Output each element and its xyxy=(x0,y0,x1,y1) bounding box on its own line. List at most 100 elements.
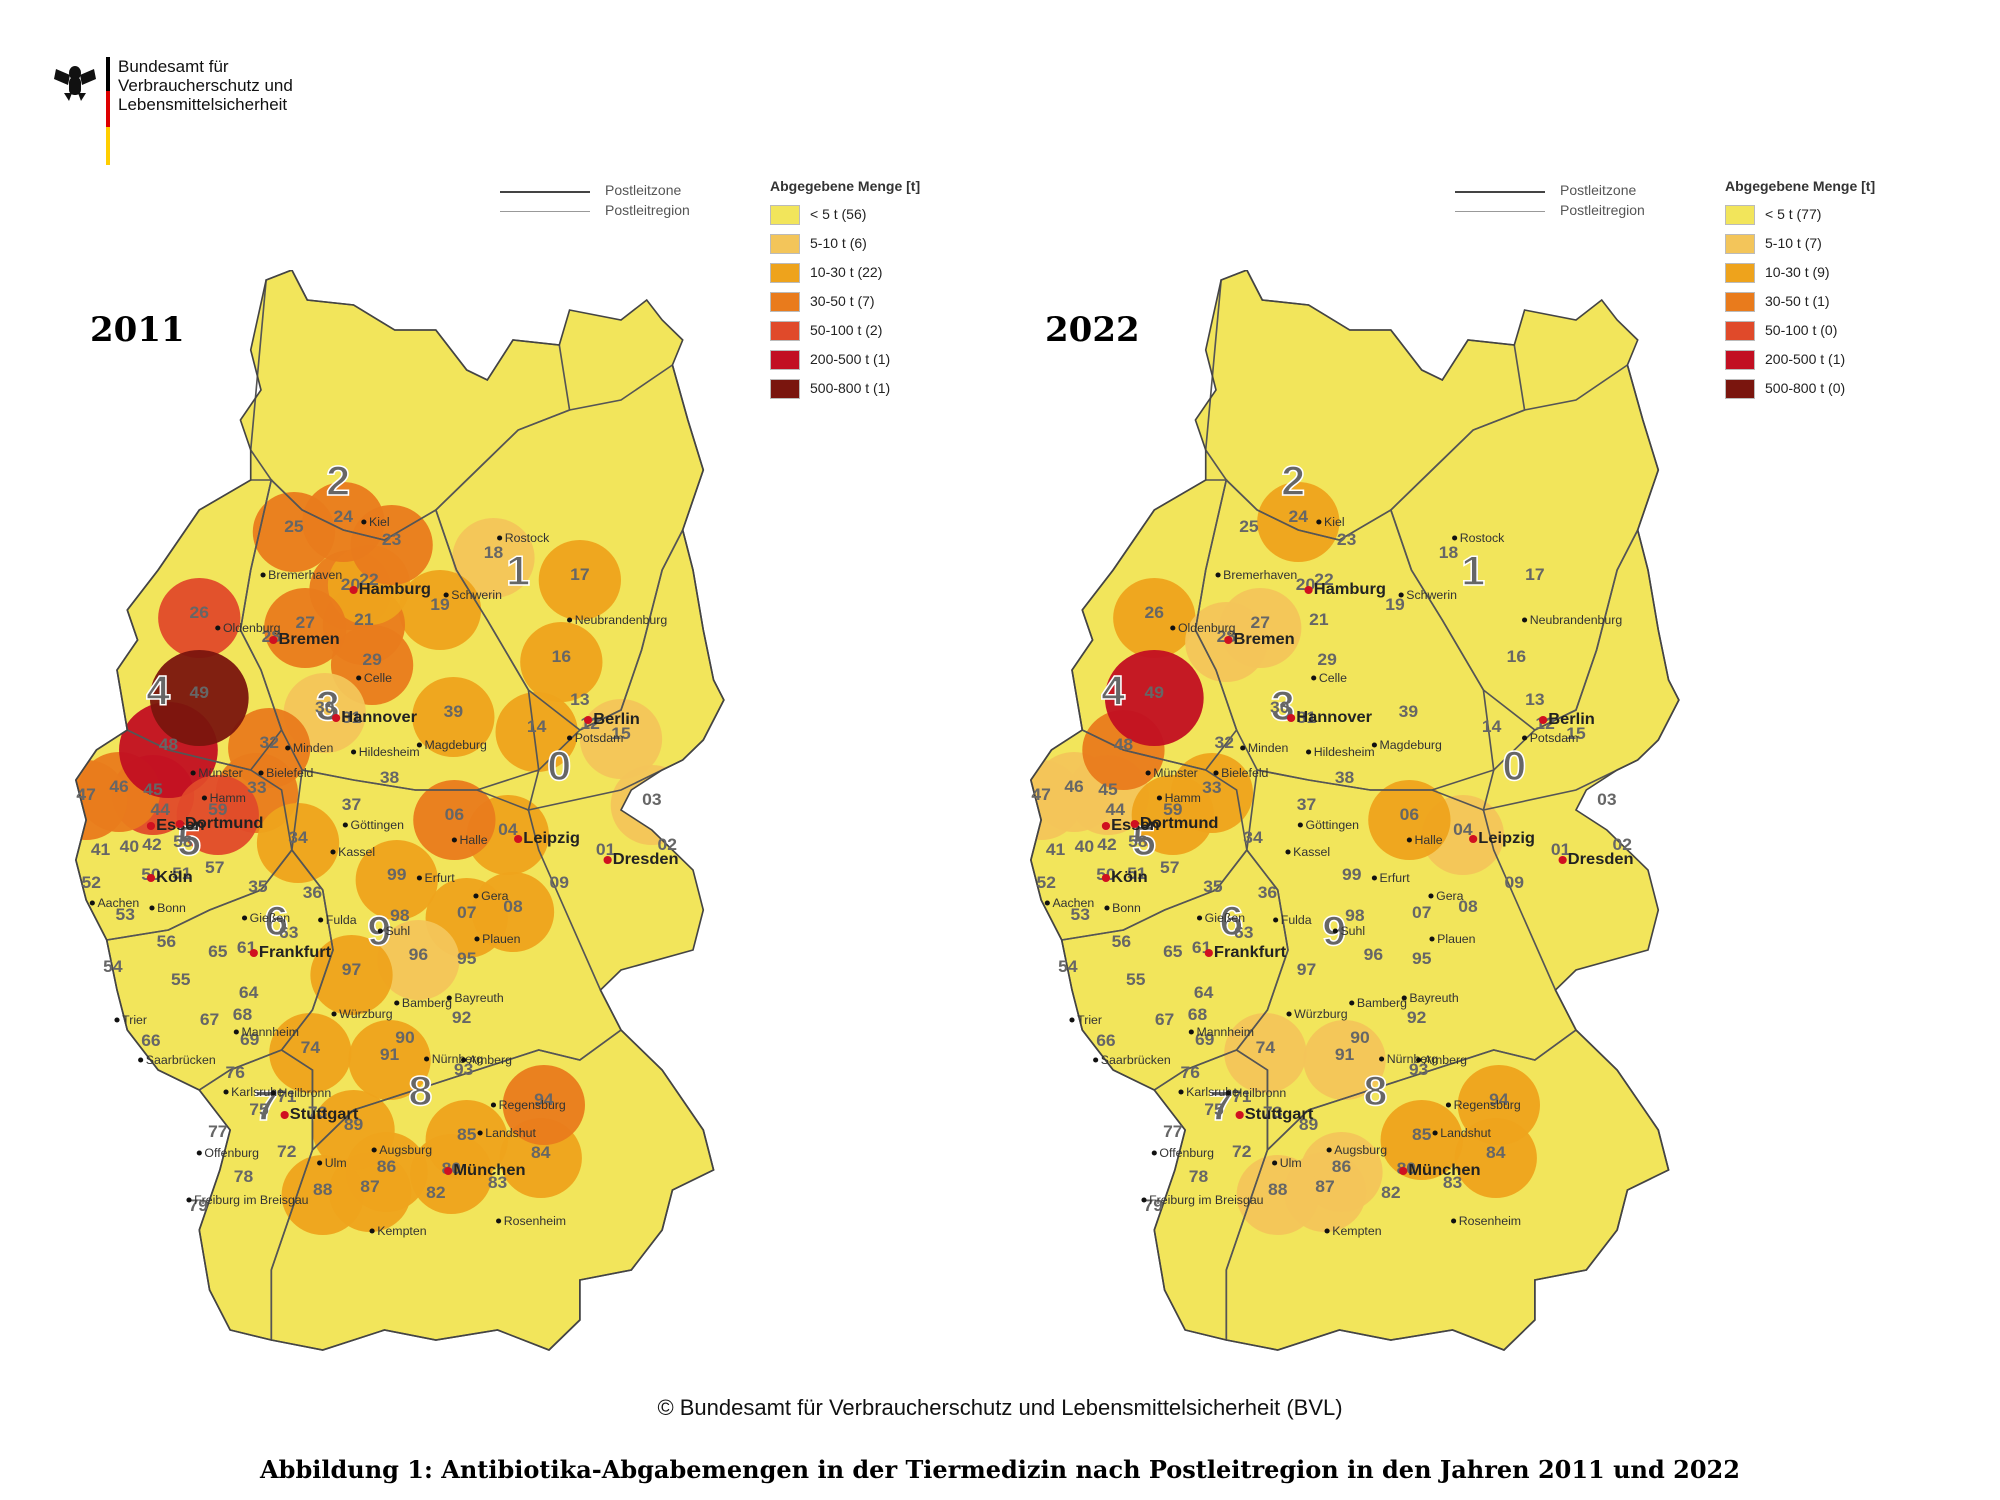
city-label: Kiel xyxy=(369,515,390,529)
zone-number: 7 xyxy=(1209,1083,1233,1130)
zone-number: 4 xyxy=(1101,668,1125,715)
legend-swatch xyxy=(1725,350,1755,370)
region-number: 27 xyxy=(1251,612,1270,632)
zone-number: 2 xyxy=(1281,458,1305,505)
region-number: 91 xyxy=(380,1044,400,1064)
region-number: 46 xyxy=(1064,776,1083,796)
region-number: 57 xyxy=(205,857,224,877)
region-number: 88 xyxy=(1268,1179,1288,1199)
city-marker xyxy=(249,949,258,957)
region-number: 89 xyxy=(1299,1114,1318,1134)
region-number: 44 xyxy=(1105,799,1125,819)
legend-swatch xyxy=(770,263,800,283)
city-marker xyxy=(1558,856,1567,864)
city-label: Münster xyxy=(1153,766,1198,780)
region-number: 35 xyxy=(1203,876,1223,896)
region-number: 51 xyxy=(172,863,192,883)
city-label: Würzburg xyxy=(339,1007,392,1021)
city-marker xyxy=(477,1130,483,1136)
region-area xyxy=(1257,482,1340,562)
region-area xyxy=(452,518,535,598)
city-marker xyxy=(1324,1228,1330,1234)
legend-item: 500-800 t (0) xyxy=(1725,378,1955,407)
region-number: 40 xyxy=(1075,836,1094,856)
city-marker xyxy=(1225,1090,1231,1096)
city-label: Landshut xyxy=(485,1126,536,1140)
region-number: 01 xyxy=(596,839,616,859)
legend-item: 5-10 t (7) xyxy=(1725,233,1955,262)
region-number: 67 xyxy=(1155,1009,1174,1029)
legend-swatch xyxy=(770,321,800,341)
city-marker xyxy=(233,1029,239,1035)
agency-line: Bundesamt für xyxy=(118,57,229,76)
city-marker xyxy=(1151,1150,1157,1156)
city-marker xyxy=(241,915,248,921)
city-label: Fulda xyxy=(1281,913,1312,927)
legend-item: 10-30 t (9) xyxy=(1725,262,1955,291)
region-area xyxy=(1457,1065,1540,1145)
city-label: Erfurt xyxy=(1380,871,1411,885)
city-marker xyxy=(1349,1000,1355,1006)
legend-title: Abgegebene Menge [t] xyxy=(770,178,921,194)
city-marker xyxy=(356,675,362,681)
city-label: München xyxy=(1408,1161,1480,1179)
city-label: Minden xyxy=(1248,741,1288,755)
city-label: Kassel xyxy=(338,845,375,859)
city-marker xyxy=(514,835,523,843)
region-number: 38 xyxy=(1335,767,1355,787)
city-marker xyxy=(1304,586,1313,594)
zone-line-swatch xyxy=(1455,191,1545,193)
city-label: Potsdam xyxy=(1530,731,1579,745)
region-number: 74 xyxy=(301,1037,321,1057)
region-number: 85 xyxy=(457,1124,477,1144)
region-area xyxy=(1303,1020,1386,1100)
zone-number: 8 xyxy=(408,1068,432,1115)
legend-swatch xyxy=(1725,263,1755,283)
region-number: 97 xyxy=(1297,959,1316,979)
city-label: Köln xyxy=(156,868,193,886)
city-marker xyxy=(446,995,452,1001)
city-marker xyxy=(1332,928,1338,934)
region-number: 78 xyxy=(1189,1166,1209,1186)
region-number: 14 xyxy=(1482,716,1502,736)
city-label: Dortmund xyxy=(1140,814,1219,832)
region-number: 44 xyxy=(150,799,170,819)
region-number: 07 xyxy=(457,902,476,922)
city-label: Minden xyxy=(293,741,333,755)
city-label: Trier xyxy=(1077,1013,1102,1027)
city-marker xyxy=(186,1197,192,1203)
region-line-swatch xyxy=(1455,211,1545,212)
region-number: 89 xyxy=(344,1114,363,1134)
region-number: 84 xyxy=(531,1142,551,1162)
region-number: 36 xyxy=(303,882,322,902)
city-marker xyxy=(114,1017,120,1023)
key-row-zone: Postleitzone xyxy=(1455,182,1665,202)
zone-number: 8 xyxy=(1363,1068,1387,1115)
city-marker xyxy=(260,572,266,578)
city-marker xyxy=(1432,1130,1438,1136)
agency-name: Bundesamt für Verbraucherschutz und Lebe… xyxy=(118,57,293,114)
region-number: 26 xyxy=(190,602,209,622)
region-number: 22 xyxy=(1314,569,1333,589)
legend-label: 200-500 t (1) xyxy=(810,351,891,367)
city-label: Plauen xyxy=(1437,932,1475,946)
region-area xyxy=(269,1013,352,1093)
region-number: 75 xyxy=(1204,1099,1224,1119)
city-marker xyxy=(1104,905,1110,911)
region-number: 16 xyxy=(552,646,571,666)
region-number: 45 xyxy=(1098,779,1118,799)
region-area xyxy=(1030,760,1083,840)
region-number: 57 xyxy=(1160,857,1179,877)
city-label: Hamm xyxy=(1165,791,1201,805)
city-label: Augsburg xyxy=(1334,1143,1387,1157)
region-number: 98 xyxy=(390,905,410,925)
legend-item: < 5 t (56) xyxy=(770,204,1000,233)
federal-eagle-icon xyxy=(54,57,110,165)
city-marker xyxy=(1406,837,1412,843)
city-label: Offenburg xyxy=(1159,1146,1214,1160)
legend-label: 5-10 t (6) xyxy=(810,235,867,251)
region-number: 58 xyxy=(173,831,193,851)
region-number: 06 xyxy=(1400,804,1419,824)
city-label: Kassel xyxy=(1293,845,1330,859)
city-label: Ulm xyxy=(325,1156,347,1170)
